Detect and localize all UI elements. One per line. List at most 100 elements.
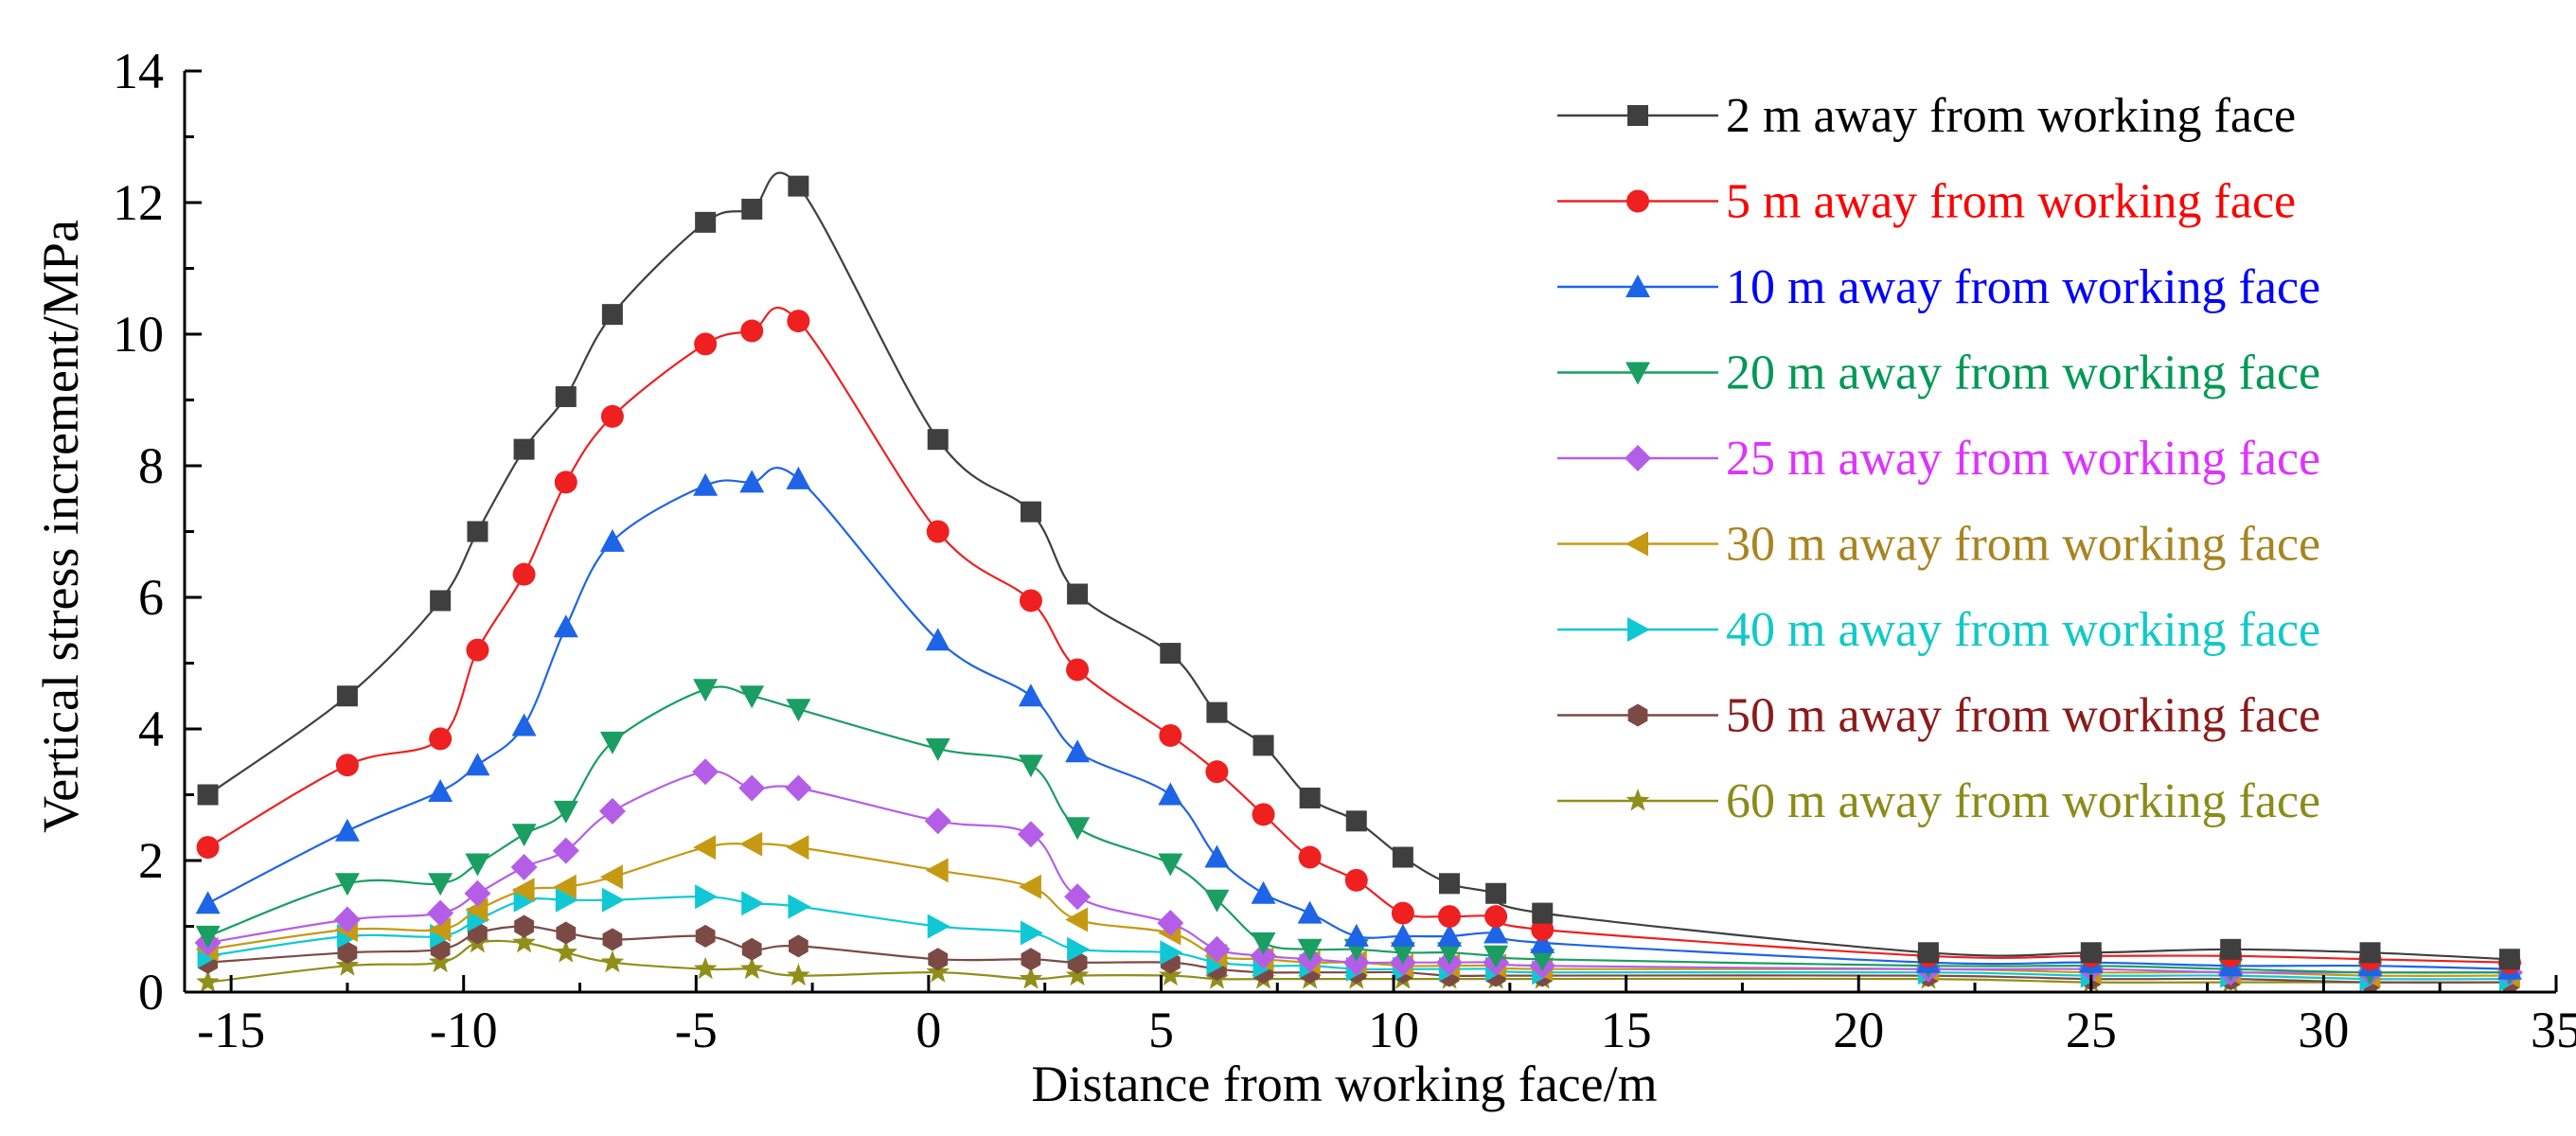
data-point (1019, 589, 1042, 612)
data-point (428, 917, 452, 942)
data-point (1018, 754, 1043, 778)
data-point (1343, 923, 1369, 947)
x-tick-label: 0 (915, 1002, 941, 1058)
data-point (1531, 917, 1554, 941)
data-point (553, 614, 578, 638)
data-point (1205, 760, 1229, 784)
ticks-layer: -15 -10 -5 0 5 10 15 20 25 30 35 0 2 4 6 8 10 12 14 (113, 43, 2576, 1058)
series-line (206, 171, 2510, 961)
data-point (1018, 874, 1041, 899)
data-point (467, 521, 489, 542)
data-point (924, 808, 951, 835)
data-point (1483, 945, 1509, 968)
series-line (207, 770, 2510, 974)
data-point (511, 824, 537, 847)
legend-marker (1625, 445, 1651, 471)
data-point (1160, 643, 1181, 665)
data-point (197, 784, 219, 806)
data-point (1251, 932, 1276, 955)
data-point (787, 963, 810, 986)
data-point (600, 950, 625, 973)
legend-item: 60 m away from working face (1557, 774, 2320, 828)
data-point (1157, 910, 1184, 936)
legend-marker (1626, 789, 1650, 811)
data-point (695, 924, 716, 948)
data-point (693, 679, 719, 702)
data-point (1344, 868, 1368, 892)
legend-marker (1627, 105, 1648, 126)
x-tick-label: 15 (1601, 1002, 1652, 1058)
data-point (511, 713, 537, 737)
data-point (739, 470, 765, 493)
data-point (511, 878, 535, 903)
data-point (739, 956, 764, 980)
data-point (1439, 873, 1460, 895)
legend: 2 m away from working face 5 m away from … (1557, 89, 2320, 828)
legend-label: 20 m away from working face (1726, 346, 2320, 400)
data-point (1158, 963, 1182, 986)
data-point (1203, 935, 1231, 963)
data-point (427, 899, 454, 927)
data-point (741, 891, 765, 916)
x-tick-label: 10 (1368, 1002, 1419, 1058)
data-point (1017, 821, 1044, 848)
legend-label: 25 m away from working face (1726, 432, 2320, 486)
data-point (428, 873, 453, 896)
y-tick-label: 10 (113, 306, 164, 363)
data-point (553, 874, 577, 899)
legend-item: 50 m away from working face (1557, 689, 2320, 743)
data-point (195, 925, 221, 949)
y-axis-title: Vertical stress increment/MPa (32, 220, 89, 833)
data-point (1530, 949, 1555, 972)
data-point (786, 466, 811, 489)
data-point (196, 836, 220, 860)
legend-item: 40 m away from working face (1557, 603, 2320, 657)
data-point (1064, 883, 1092, 911)
data-point (740, 319, 764, 343)
data-point (1299, 787, 1321, 808)
data-point (464, 879, 491, 907)
data-point (601, 304, 623, 326)
data-point (1297, 938, 1323, 962)
data-point (787, 310, 810, 333)
data-point (1065, 963, 1090, 986)
data-point (513, 438, 535, 460)
data-point (1020, 920, 1043, 946)
y-tick-label: 12 (113, 174, 164, 231)
data-point (512, 930, 536, 953)
data-point (1018, 683, 1043, 707)
data-point (738, 774, 766, 802)
data-point (1483, 920, 1509, 944)
data-point (1391, 901, 1414, 925)
data-point (695, 211, 717, 233)
data-point (2080, 942, 2102, 964)
data-point (428, 779, 453, 802)
data-point (925, 858, 949, 883)
data-point (430, 590, 452, 612)
data-point (336, 685, 358, 707)
y-tick-label: 4 (138, 701, 164, 757)
x-tick-label: -10 (430, 1002, 498, 1058)
legend-marker (1626, 189, 1649, 213)
legend-label: 50 m away from working face (1726, 689, 2320, 743)
legend-label: 2 m away from working face (1726, 89, 2296, 143)
legend-marker (1627, 703, 1648, 727)
data-point (512, 562, 536, 586)
data-point (601, 887, 625, 913)
legend-label: 30 m away from working face (1726, 518, 2320, 572)
y-tick-label: 6 (138, 569, 164, 626)
data-point (1438, 905, 1461, 929)
data-point (1917, 942, 1939, 964)
data-point (1020, 501, 1041, 523)
data-point (925, 628, 950, 651)
data-point (1065, 907, 1089, 932)
legend-marker (1626, 275, 1650, 297)
data-point (335, 953, 360, 976)
legend-label: 60 m away from working face (1726, 774, 2320, 828)
data-point (1019, 967, 1043, 989)
data-point (927, 429, 949, 451)
data-point (1067, 583, 1089, 605)
legend-label: 10 m away from working face (1726, 260, 2320, 314)
data-point (693, 835, 717, 861)
